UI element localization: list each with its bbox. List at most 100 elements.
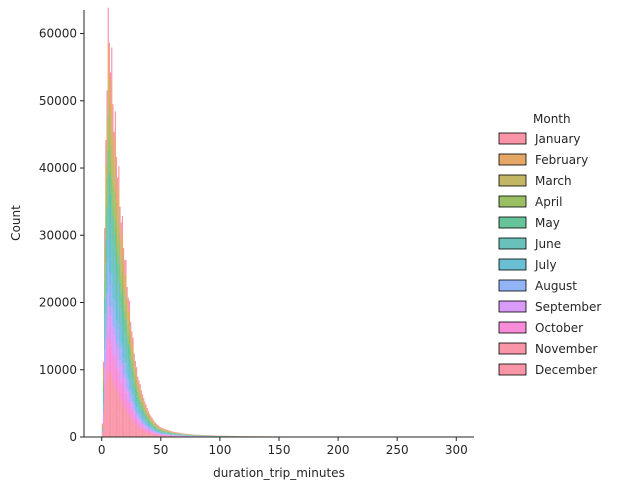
bar-march (150, 419, 152, 421)
bar-december (120, 419, 122, 437)
bar-july (163, 432, 165, 434)
bar-september (115, 343, 118, 367)
bar-october (157, 433, 159, 435)
bar-december (146, 434, 148, 437)
bar-september (146, 427, 148, 430)
bar-april (151, 422, 153, 424)
bar-june (111, 209, 113, 243)
bar-september (118, 346, 120, 370)
bar-may (107, 150, 109, 187)
bar-november (165, 435, 167, 437)
bar-november (130, 417, 132, 428)
bar-august (123, 358, 125, 374)
bar-november (153, 434, 155, 436)
bar-november (138, 427, 140, 433)
bar-july (123, 342, 125, 359)
bar-february (126, 299, 128, 313)
bar-february (147, 413, 149, 416)
bar-april (162, 430, 164, 432)
bar-january (104, 228, 106, 246)
bar-march (138, 389, 140, 395)
bar-june (141, 412, 144, 416)
bar-june (146, 420, 148, 423)
bar-october (167, 435, 170, 436)
bar-july (152, 428, 154, 430)
bar-february (143, 401, 145, 405)
bar-june (170, 433, 172, 435)
bar-july (120, 329, 122, 348)
bar-september (158, 433, 160, 435)
bar-august (112, 298, 114, 327)
bar-october (153, 433, 155, 435)
bar-june (124, 333, 126, 349)
bar-may (106, 205, 108, 235)
bar-october (146, 429, 148, 433)
bar-august (132, 395, 134, 404)
bar-september (117, 350, 119, 373)
bar-june (136, 396, 138, 403)
bar-september (127, 390, 129, 403)
bar-january (151, 417, 153, 420)
bar-october (102, 418, 105, 425)
bar-january (164, 429, 166, 430)
bar-april (108, 141, 110, 175)
legend-swatch (498, 300, 527, 313)
bar-january (118, 166, 120, 189)
bar-june (104, 315, 106, 333)
bar-october (105, 362, 107, 388)
x-tick-label: 250 (386, 443, 409, 457)
bar-march (162, 429, 164, 431)
bar-july (110, 254, 112, 286)
bar-may (152, 425, 154, 427)
bar-may (150, 422, 152, 425)
bar-february (108, 75, 110, 109)
bar-february (123, 263, 125, 280)
bar-november (160, 435, 162, 437)
bar-september (125, 377, 127, 393)
bar-july (140, 413, 142, 418)
bar-november (127, 413, 129, 426)
bar-december (137, 431, 139, 437)
bar-january (165, 429, 167, 431)
bar-september (123, 373, 125, 390)
bar-april (120, 276, 122, 295)
bar-april (164, 431, 166, 432)
bar-april (123, 295, 125, 311)
bar-october (110, 345, 112, 377)
bar-may (134, 386, 136, 393)
bar-january (134, 360, 136, 368)
bar-september (147, 428, 149, 431)
bar-september (164, 434, 166, 435)
bar-november (105, 387, 107, 413)
bar-november (114, 382, 116, 410)
bar-december (134, 430, 136, 437)
bar-july (115, 296, 118, 321)
x-ticks: 0 50 100 150 200 250 300 (98, 437, 468, 457)
bar-september (160, 433, 162, 435)
bar-september (169, 434, 171, 436)
bar-april (139, 397, 141, 402)
bar-november (133, 423, 135, 431)
bar-march (134, 373, 136, 380)
bar-august (137, 411, 139, 417)
bar-may (131, 366, 133, 376)
bar-september (145, 426, 147, 429)
bar-january (101, 423, 103, 425)
bar-october (164, 435, 166, 436)
bar-may (140, 405, 142, 410)
bar-july (130, 379, 132, 390)
bar-february (119, 225, 121, 246)
bar-september (149, 429, 151, 432)
bar-september (132, 403, 134, 413)
bar-november (170, 436, 172, 437)
bar-april (134, 379, 136, 387)
bar-december (114, 409, 116, 437)
bar-december (123, 421, 125, 437)
bar-november (169, 435, 171, 437)
bar-july (134, 398, 136, 406)
bar-february (127, 309, 129, 321)
bar-august (107, 258, 109, 294)
bar-june (108, 206, 110, 240)
bar-november (107, 365, 109, 402)
bar-august (162, 433, 164, 435)
